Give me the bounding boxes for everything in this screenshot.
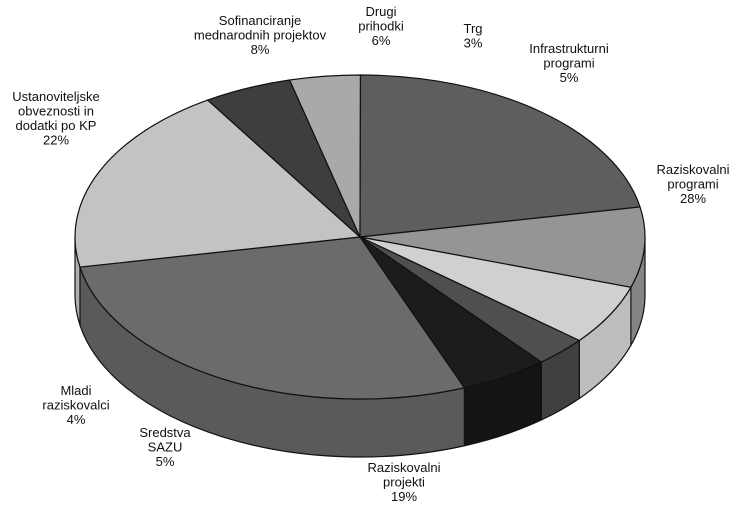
pie-slice (74, 99, 361, 268)
slice-label-line: Raziskovalni (368, 460, 441, 475)
slice-label-line: SAZU (148, 440, 183, 455)
slice-label-line: raziskovalci (42, 398, 109, 413)
slice-label-line: programi (543, 56, 594, 71)
slice-label-line: Drugi (365, 4, 396, 19)
slice-label: Ustanoviteljske obveznosti in dodatki po K… (12, 89, 99, 148)
slice-label: Mladi raziskovalci 4% (42, 383, 109, 427)
pie-top-slices (74, 74, 646, 400)
slice-label-line: prihodki (358, 19, 404, 34)
slice-label-line: Trg (463, 21, 482, 36)
slice-percent: 19% (391, 489, 417, 504)
slice-label-line: mednarodnih projektov (194, 28, 327, 43)
pie-slice (359, 236, 542, 389)
slice-label-line: Raziskovalni (657, 162, 730, 177)
slice-percent: 8% (251, 42, 270, 57)
slice-label-line: projekti (383, 475, 425, 490)
slice-percent: 6% (372, 33, 391, 48)
slice-label-line: dodatki po KP (16, 118, 97, 133)
pie-slice (79, 236, 466, 400)
slice-label-line: Sofinanciranje (219, 13, 301, 28)
slice-label: Infrastrukturni programi 5% (529, 41, 609, 85)
pie-slice (359, 206, 646, 288)
slice-percent: 3% (464, 36, 483, 51)
slice-label: Trg 3% (463, 21, 482, 51)
pie-labels: Raziskovalni programi 28%Raziskovalni proje… (12, 4, 729, 504)
slice-label: Sofinanciranje mednarodnih projektov 8% (194, 13, 327, 57)
slice-label: Drugi prihodki 6% (358, 4, 404, 48)
slice-percent: 5% (560, 70, 579, 85)
slice-percent: 22% (43, 133, 69, 148)
slice-label-line: programi (667, 177, 718, 192)
slice-label-line: Ustanoviteljske (12, 89, 99, 104)
slice-percent: 4% (67, 412, 86, 427)
slice-percent: 5% (156, 454, 175, 469)
slice-label: Sredstva SAZU 5% (139, 425, 191, 469)
slice-percent: 28% (680, 191, 706, 206)
slice-label-line: Infrastrukturni (529, 41, 609, 56)
slice-label-line: obveznosti in (18, 104, 94, 119)
slice-label: Raziskovalni programi 28% (657, 162, 730, 206)
slice-label-line: Sredstva (139, 425, 191, 440)
slice-label: Raziskovalni projekti 19% (368, 460, 441, 504)
pie-slice (359, 74, 641, 238)
slice-label-line: Mladi (60, 383, 91, 398)
